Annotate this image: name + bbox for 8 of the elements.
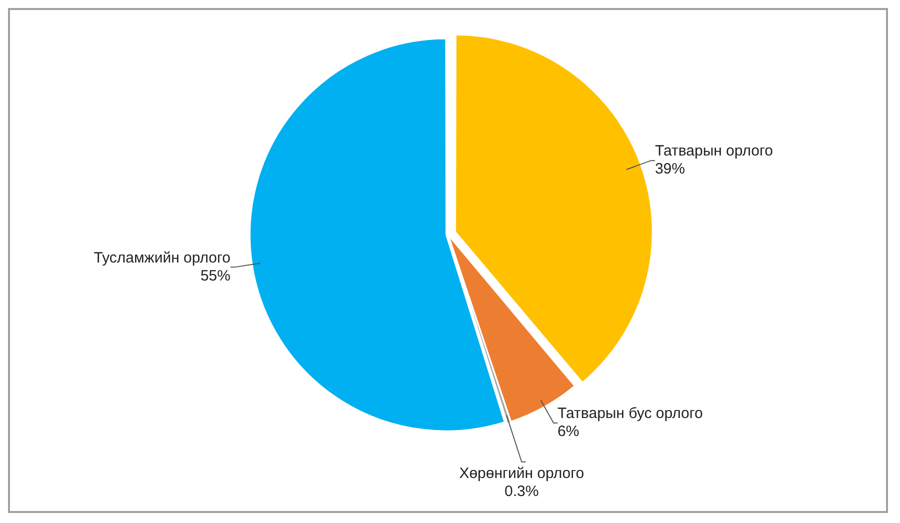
slice-label: Татварын бус орлого [558,405,703,422]
slice-label: Татварын орлого [654,142,773,160]
data-label: 55% [200,267,230,284]
data-label: 6% [558,423,580,440]
slice-label: Хөрөнгийн орлого [459,465,584,482]
data-label: 39% [654,160,685,178]
data-label: 0.3% [504,483,539,500]
slice-label: Тусламжийн орлого [94,249,230,266]
